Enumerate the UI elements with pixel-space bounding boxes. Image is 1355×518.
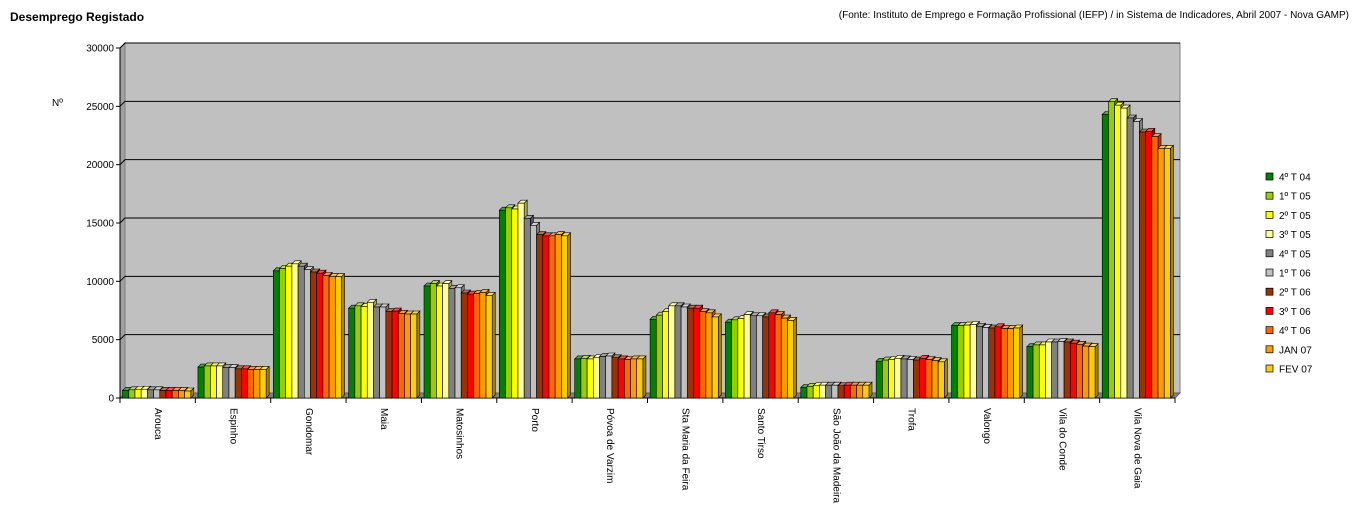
bar [862, 381, 873, 399]
bar [1012, 324, 1024, 399]
legend-swatch [1265, 249, 1274, 258]
category-label: Valongo [981, 408, 992, 444]
chart-title: Desemprego Registado [10, 10, 145, 24]
category-label: Porto [529, 408, 540, 432]
category-label: Sta Maria da Feira [680, 408, 691, 491]
gridline [119, 217, 1180, 224]
legend-swatch [1265, 230, 1274, 238]
legend-swatch [1265, 326, 1274, 334]
gridline [119, 275, 1180, 282]
category-label: São João da Madeira [830, 408, 841, 504]
category-label: Matosinhos [453, 408, 464, 459]
legend-label: 4º T 05 [1279, 249, 1311, 260]
y-tick-label: 15000 [86, 219, 114, 230]
bar [259, 365, 270, 399]
legend-swatch [1265, 268, 1274, 277]
gridline [119, 100, 1180, 107]
y-tick-label: 0 [108, 394, 114, 405]
bar [334, 272, 346, 399]
legend-label: 3º T 06 [1279, 307, 1311, 318]
bar [183, 387, 195, 399]
legend-label: 3º T 05 [1279, 230, 1311, 241]
legend-swatch [1265, 172, 1274, 181]
category-label: Maia [378, 408, 389, 430]
legend-swatch [1265, 211, 1274, 219]
bar [1163, 144, 1175, 399]
y-axis-label: Nº [52, 98, 63, 109]
category-label: Vila Nova de Gaia [1132, 408, 1143, 489]
gridline [119, 334, 1180, 341]
category-label: Trofa [906, 408, 917, 431]
bar [409, 310, 421, 399]
legend-label: 2º T 05 [1279, 211, 1311, 222]
y-tick-label: 10000 [86, 277, 114, 288]
category-label: Póvoa de Varzim [604, 408, 615, 483]
bar [1088, 342, 1099, 399]
bar [711, 313, 723, 399]
legend-swatch [1265, 287, 1274, 296]
legend-label: JAN 07 [1279, 345, 1312, 356]
category-label: Espinho [227, 408, 238, 445]
legend-swatch [1265, 191, 1274, 200]
category-label: Vila do Conde [1056, 408, 1067, 471]
bar [937, 358, 949, 399]
legend-label: 2º T 06 [1279, 288, 1311, 299]
bar [485, 291, 496, 399]
gridline [119, 159, 1180, 166]
chart-source: (Fonte: Instituto de Emprego e Formação … [838, 10, 1349, 21]
legend-label: 4º T 06 [1279, 326, 1311, 337]
legend-label: 1º T 05 [1279, 192, 1311, 203]
category-label: Gondomar [303, 408, 314, 456]
category-label: Arouca [152, 408, 163, 440]
gridline [119, 42, 1180, 49]
y-tick-label: 5000 [92, 335, 115, 346]
bar [635, 355, 647, 399]
category-label: Santo Tirso [755, 408, 766, 459]
legend-swatch [1265, 345, 1274, 354]
bar [786, 316, 798, 399]
bar [560, 232, 572, 399]
legend-swatch [1265, 307, 1274, 315]
legend-swatch [1265, 364, 1274, 373]
y-tick-label: 30000 [86, 44, 114, 55]
legend-label: 4º T 04 [1279, 173, 1311, 184]
y-tick-label: 20000 [86, 160, 114, 171]
legend-label: 1º T 06 [1279, 269, 1311, 280]
y-tick-label: 25000 [86, 102, 114, 113]
legend-label: FEV 07 [1279, 365, 1313, 376]
